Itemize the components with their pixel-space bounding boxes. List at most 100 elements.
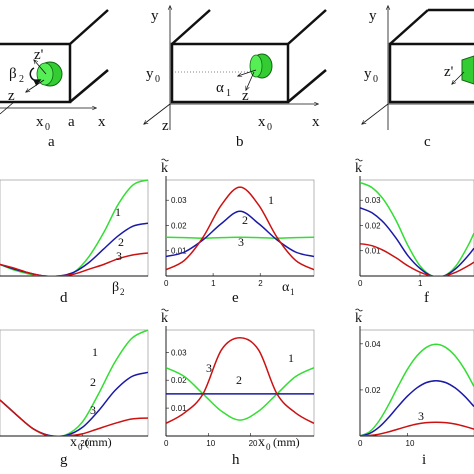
series-line-2 (360, 379, 474, 436)
x-tick-label: 20 (249, 439, 258, 448)
z-local-arrow (26, 79, 45, 92)
y-axis-label: k (161, 311, 168, 326)
y-tick-label: 0.02 (365, 221, 381, 230)
panel-letter-c: c (424, 134, 431, 150)
panel-letter-i: i (422, 452, 426, 468)
series-label: 3 (206, 361, 212, 375)
chart-panel-g: 20x 0 (mm) 1 2 3 g (0, 329, 149, 468)
y-tick-label: 0.02 (365, 386, 381, 395)
x-tick-label: 0 (164, 279, 169, 288)
series-line-3 (166, 186, 314, 271)
label-x0-sub: 0 (267, 122, 272, 133)
x-tick-label: 0 (358, 279, 363, 288)
label-x0: x (36, 114, 44, 130)
y-axis-label: k (161, 161, 168, 176)
series-label: 2 (90, 375, 96, 389)
z-axis-line (144, 103, 171, 124)
x-axis-label-sub: 0 (266, 442, 271, 452)
series-line-3 (360, 421, 474, 436)
z-local-arrow (238, 69, 257, 76)
x-tick-label: 1 (211, 279, 216, 288)
label-a: a (68, 114, 75, 130)
series-label: 1 (288, 351, 294, 365)
panel-letter-f: f (424, 290, 429, 306)
series-line-1 (360, 343, 474, 436)
series-label: 2 (118, 235, 124, 249)
series-label: 3 (90, 403, 96, 417)
x-axis-label: x (258, 435, 265, 450)
x-axis-label-unit: (mm) (273, 435, 300, 449)
x-tick-label: 10 (206, 439, 215, 448)
label-y0-sub: 0 (373, 74, 378, 85)
series-label: 3 (116, 249, 122, 263)
x-axis-label-unit: (mm) (85, 435, 112, 449)
label-beta: β (9, 66, 17, 82)
label-alpha-sub: 1 (226, 88, 231, 99)
box-edge-top-right (287, 9, 327, 45)
panel-letter-a: a (48, 134, 55, 150)
panel-letter-e: e (232, 290, 239, 306)
y-tick-label: 0.02 (171, 376, 187, 385)
series-line-2 (360, 207, 474, 276)
label-x: x (312, 114, 320, 130)
x-axis-label: x (70, 435, 77, 450)
label-y: y (369, 8, 377, 24)
y-tick-label: 0.03 (171, 196, 187, 205)
y-tick-label: 0.03 (171, 348, 187, 357)
label-z: z (8, 88, 15, 104)
x-axis-label: β (112, 280, 119, 295)
box-edge-top (389, 9, 429, 45)
x-axis-label-sub: 1 (290, 287, 295, 297)
series-label: 2 (236, 373, 242, 387)
label-y0: y (364, 66, 372, 82)
series-line-3 (0, 252, 148, 276)
y-tick-label: 0.04 (365, 340, 381, 349)
box-edge-bottom-right (287, 69, 327, 103)
panel-c-diagram: y y 0 z' c (362, 6, 474, 150)
x-axis-label-sub: 2 (120, 287, 125, 297)
panel-letter-d: d (60, 290, 68, 306)
label-y0: y (146, 66, 154, 82)
y-axis-label: k (355, 311, 362, 326)
series-line-2 (0, 222, 148, 276)
box-front (388, 42, 474, 104)
label-z: z (162, 118, 169, 134)
box-edge-top-left (171, 9, 211, 45)
box-front (170, 42, 290, 104)
x-tick-label: 20 (80, 439, 89, 448)
panel-letter-h: h (232, 452, 240, 468)
x-axis-label: α (282, 280, 290, 295)
z-axis-line (0, 101, 15, 115)
z-prime-arrow (34, 60, 47, 75)
tilde-mark (161, 308, 169, 312)
box-edge-bottom (69, 69, 109, 103)
series-line-3 (360, 242, 474, 276)
label-y0-sub: 0 (155, 74, 160, 85)
chart-panel-f: 0.01 0.02 0.03 0 1 k f (355, 158, 474, 306)
series-line-1 (360, 181, 474, 276)
series-line-2 (166, 210, 314, 258)
series-line-1 (166, 236, 314, 239)
disk-object (461, 55, 474, 85)
plot-frame (0, 179, 149, 277)
x-tick-label: 0 (358, 439, 363, 448)
series-line-1 (166, 367, 314, 421)
panel-letter-g: g (60, 452, 68, 468)
series-label: 1 (268, 193, 274, 207)
series-line-2 (0, 371, 148, 436)
label-z-prime: z' (444, 64, 454, 80)
rotation-arc (29, 67, 42, 87)
x-tick-label: 1 (418, 279, 423, 288)
series-line-3 (0, 399, 148, 436)
panel-a-diagram: z' β 2 z x 0 a x a (0, 9, 109, 150)
plot-frame (165, 179, 315, 277)
z-prime-arrow (452, 71, 465, 84)
chart-panel-i: 0.02 0.04 0 10 k 3 i (355, 308, 474, 468)
label-z-local: z (242, 88, 249, 104)
label-beta-sub: 2 (19, 74, 24, 85)
y-tick-label: 0.02 (171, 221, 187, 230)
